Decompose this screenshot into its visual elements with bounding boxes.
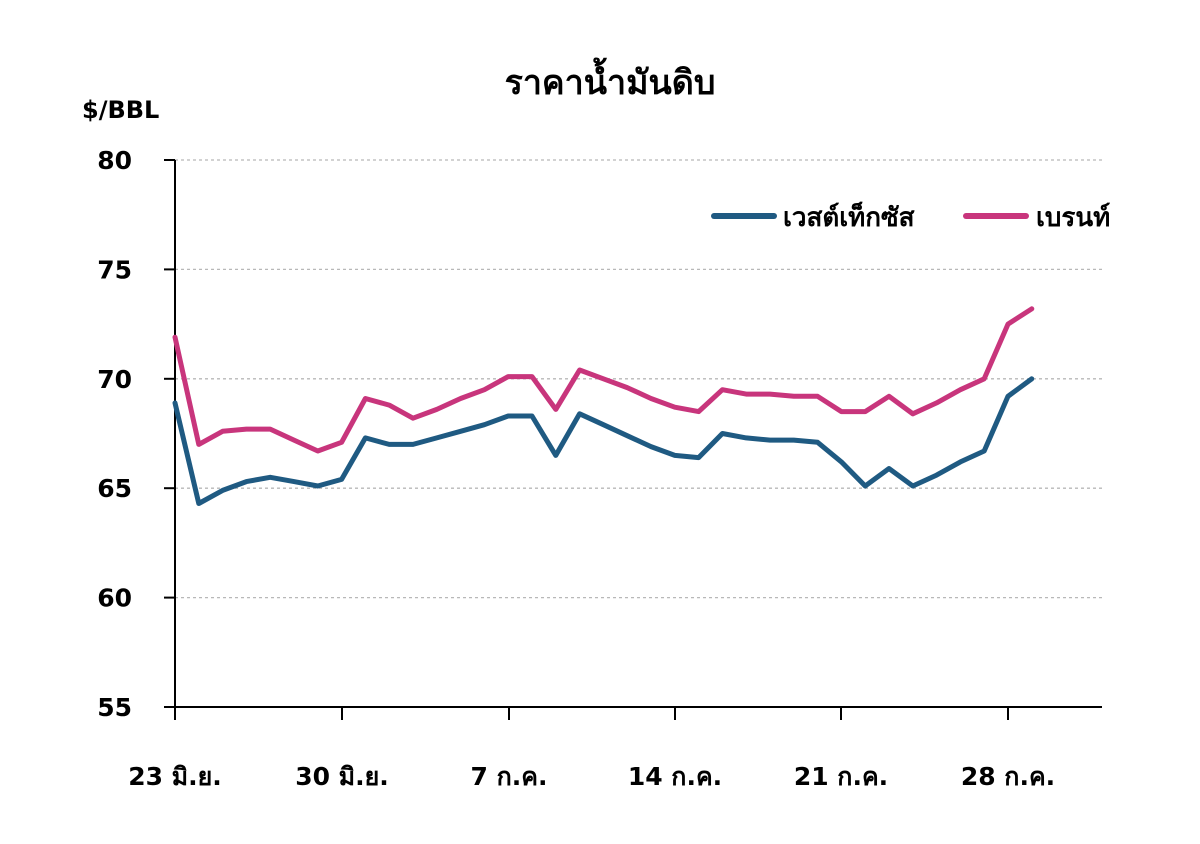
grid-lines bbox=[175, 159, 1102, 599]
y-tick-label: 75 bbox=[97, 255, 132, 284]
x-tick-labels: 23 มิ.ย. 30 มิ.ย. 7 ก.ค. 14 ก.ค. 21 ก.ค. 28 ก… bbox=[128, 762, 1055, 791]
x-tick-label: 23 มิ.ย. bbox=[128, 762, 222, 791]
y-tick-label: 60 bbox=[97, 584, 132, 613]
y-tick-label: 70 bbox=[97, 365, 132, 394]
y-axis-unit: $/BBL bbox=[82, 96, 159, 124]
y-tick-label: 55 bbox=[97, 693, 132, 722]
x-tick-label: 7 ก.ค. bbox=[471, 762, 548, 791]
legend-label: เบรนท์ bbox=[1036, 202, 1110, 233]
y-tick-label: 65 bbox=[97, 474, 132, 503]
chart-title: ราคาน้ำมันดิบ bbox=[505, 57, 716, 103]
axes bbox=[164, 159, 1102, 720]
x-tick-label: 21 ก.ค. bbox=[794, 762, 888, 791]
legend-label: เวสต์เท็กซัส bbox=[783, 201, 915, 233]
legend: เวสต์เท็กซัส เบรนท์ bbox=[711, 201, 1110, 233]
x-tick-label: 14 ก.ค. bbox=[628, 762, 722, 791]
series-line-wti bbox=[172, 376, 1035, 506]
series-lines bbox=[172, 306, 1035, 506]
x-tick-label: 30 มิ.ย. bbox=[295, 762, 389, 791]
series-line-brent bbox=[172, 306, 1035, 454]
x-tick-label: 28 ก.ค. bbox=[961, 762, 1055, 791]
y-tick-labels: 55 60 65 70 75 80 bbox=[97, 146, 132, 722]
y-tick-label: 80 bbox=[97, 146, 132, 175]
